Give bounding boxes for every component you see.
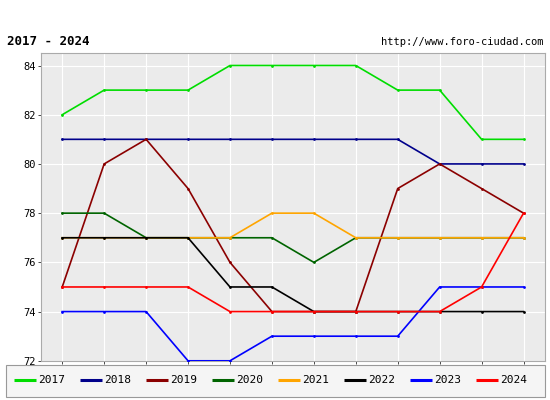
Text: 2017: 2017	[39, 375, 65, 386]
Text: http://www.foro-ciudad.com: http://www.foro-ciudad.com	[381, 37, 543, 47]
Text: 2023: 2023	[434, 375, 461, 386]
FancyBboxPatch shape	[6, 365, 544, 397]
Text: 2022: 2022	[368, 375, 395, 386]
Text: 2024: 2024	[500, 375, 527, 386]
Text: 2017 - 2024: 2017 - 2024	[7, 35, 89, 48]
Text: 2021: 2021	[302, 375, 329, 386]
Text: Evolucion num de emigrantes en Cantalapiedra: Evolucion num de emigrantes en Cantalapi…	[92, 8, 458, 22]
Text: 2018: 2018	[104, 375, 131, 386]
Text: 2020: 2020	[236, 375, 263, 386]
Text: 2019: 2019	[170, 375, 197, 386]
